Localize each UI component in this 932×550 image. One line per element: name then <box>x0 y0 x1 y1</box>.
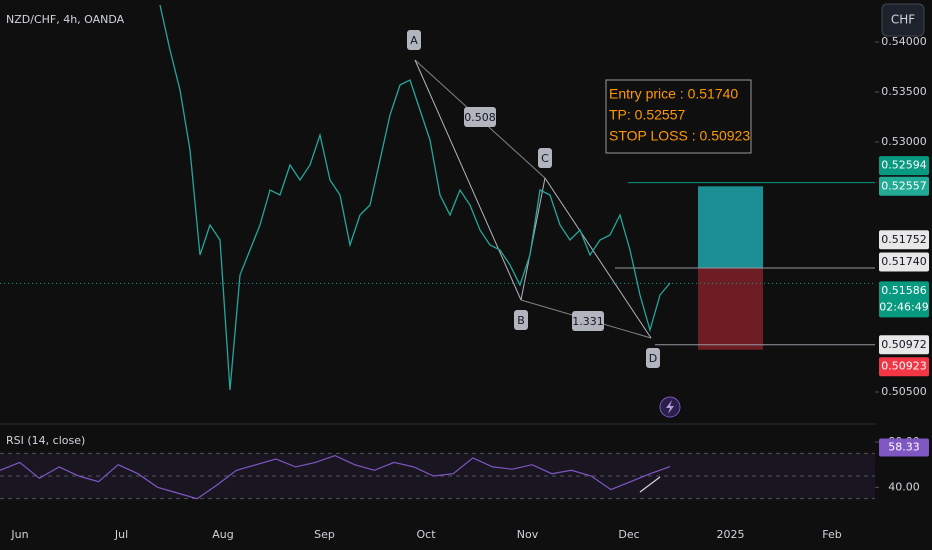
x-tick-label: 2025 <box>717 528 745 541</box>
pattern-point: D <box>649 352 657 365</box>
price-label-box <box>879 176 929 196</box>
price-label: 0.51586 <box>881 284 927 297</box>
price-label-box <box>879 156 929 176</box>
price-label-box <box>879 252 929 272</box>
pattern-point: A <box>410 34 418 47</box>
price-label: 0.52594 <box>881 159 927 172</box>
price-label: 0.51740 <box>881 255 927 268</box>
x-tick-label: Nov <box>517 528 539 541</box>
annotation-box <box>605 79 752 154</box>
y-tick-label: 0.54000 <box>881 35 927 48</box>
pattern-point: C <box>541 152 549 165</box>
pattern-point-box <box>407 30 421 50</box>
price-label-box <box>879 335 929 355</box>
annotation-line: Entry price : 0.51740 <box>609 86 738 102</box>
price-label-box <box>879 357 929 377</box>
rsi-label: RSI (14, close) <box>6 434 85 447</box>
ratio-label: 0.508 <box>464 111 496 124</box>
currency-button[interactable] <box>881 3 925 37</box>
x-tick-label: Feb <box>822 528 841 541</box>
x-tick-label: Aug <box>212 528 233 541</box>
y-tick-label: 0.50500 <box>881 385 927 398</box>
x-tick-label: Jun <box>10 528 28 541</box>
pattern-point-box <box>514 310 528 330</box>
pattern-point: B <box>517 314 525 327</box>
y-tick-label: 0.53000 <box>881 135 927 148</box>
stop-loss-zone <box>698 268 763 350</box>
x-tick-label: Oct <box>416 528 436 541</box>
price-label-box <box>879 281 929 318</box>
rsi-value-box <box>879 438 929 457</box>
rsi-line <box>0 454 671 500</box>
ratio-box <box>464 107 496 127</box>
ratio-box <box>572 311 604 331</box>
countdown: 02:46:49 <box>879 300 928 313</box>
y-tick-label: 0.53500 <box>881 85 927 98</box>
price-label-box <box>879 230 929 250</box>
rsi-y-tick-label: 40.00 <box>888 480 920 493</box>
annotation-line: TP: 0.52557 <box>609 107 685 123</box>
x-tick-label: Sep <box>314 528 335 541</box>
price-label: 0.50923 <box>881 360 927 373</box>
x-tick-label: Jul <box>114 528 128 541</box>
price-label: 0.50972 <box>881 338 927 351</box>
pattern-point-box <box>646 348 660 368</box>
rsi-value-label: 58.33 <box>888 441 920 454</box>
annotation-line: STOP LOSS : 0.50923 <box>609 128 750 144</box>
currency-label: CHF <box>891 13 915 27</box>
x-tick-label: Dec <box>618 528 639 541</box>
alert-bolt <box>666 400 674 414</box>
price-label: 0.51752 <box>881 233 927 246</box>
price-line <box>159 4 671 391</box>
pattern-point-box <box>538 148 552 168</box>
rsi-trendline <box>639 476 661 493</box>
take-profit-zone <box>698 186 763 268</box>
chart-title: NZD/CHF, 4h, OANDA <box>6 13 125 26</box>
price-label: 0.52557 <box>881 179 927 192</box>
ratio-label: 1.331 <box>572 315 604 328</box>
